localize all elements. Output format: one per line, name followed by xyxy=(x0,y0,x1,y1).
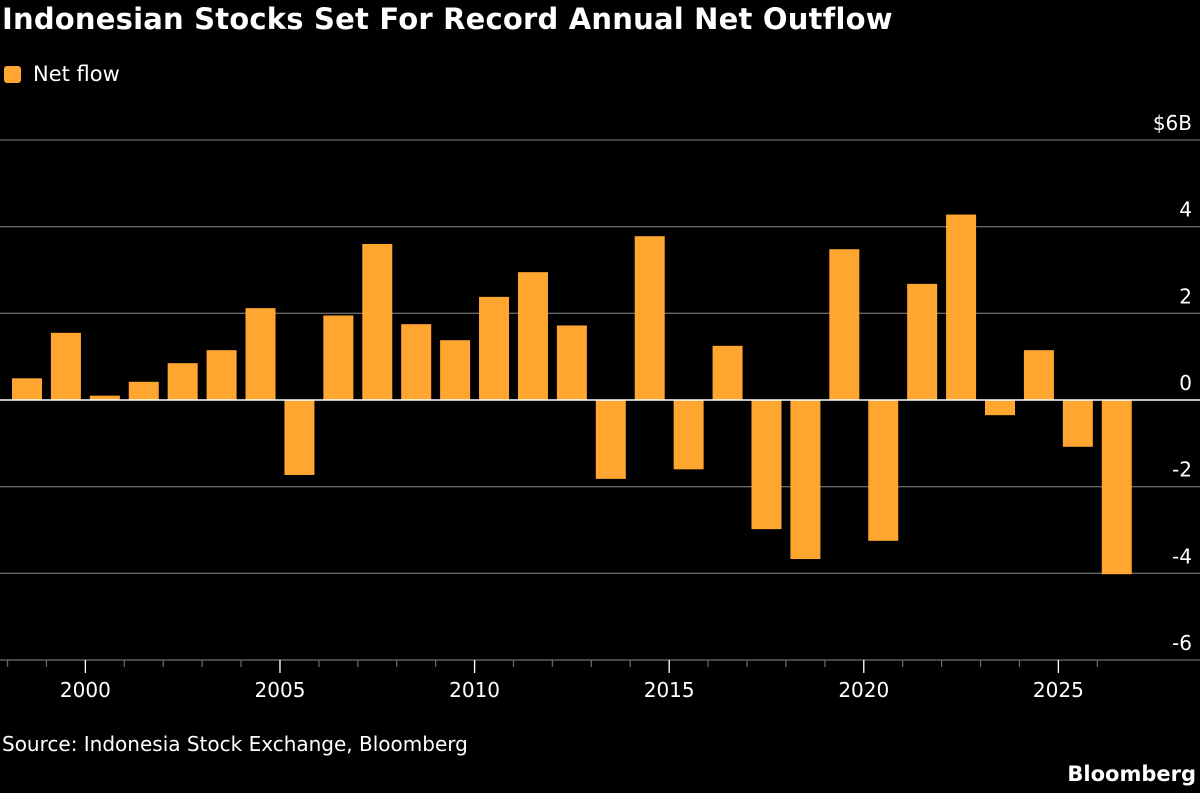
bar-2006 xyxy=(323,315,354,400)
bar-2023 xyxy=(985,400,1015,416)
bar-2002 xyxy=(167,363,198,400)
x-tick-label: 2020 xyxy=(838,678,889,702)
bar-2012 xyxy=(556,325,587,400)
bar-2018 xyxy=(790,400,821,560)
y-tick-label: 0 xyxy=(1179,371,1192,395)
y-tick-label: -4 xyxy=(1172,544,1192,568)
bar-2016 xyxy=(712,345,743,400)
legend-label-net-flow: Net flow xyxy=(33,62,120,86)
bar-2003 xyxy=(206,350,237,400)
x-tick-label: 2010 xyxy=(449,678,500,702)
bar-2011 xyxy=(517,272,548,400)
bar-chart: $6B 4 2 0 -2 -4 -6 2000 2005 2010 2015 2020 2025 xyxy=(0,111,1200,702)
bar-2015 xyxy=(673,400,704,470)
y-tick-label: $6B xyxy=(1153,111,1192,135)
bar-2005 xyxy=(284,400,315,475)
y-tick-label: -2 xyxy=(1172,458,1192,482)
source-note: Source: Indonesia Stock Exchange, Bloomb… xyxy=(2,732,468,756)
bar-2025 xyxy=(1062,400,1093,447)
bar-2020 xyxy=(868,400,899,541)
bar-2019 xyxy=(829,249,860,400)
bar-2008 xyxy=(401,324,432,400)
bar-2026 xyxy=(1101,400,1132,575)
bar-2000 xyxy=(89,395,120,400)
y-tick-label: 2 xyxy=(1179,284,1192,308)
bar-1998 xyxy=(12,378,42,400)
x-axis: 2000 2005 2010 2015 2020 2025 xyxy=(0,659,1162,702)
bar-2024 xyxy=(1023,350,1054,400)
bar-2021 xyxy=(907,283,938,400)
bar-2017 xyxy=(751,400,782,530)
bar-2022 xyxy=(946,214,977,400)
bar-2009 xyxy=(440,340,471,400)
y-tick-label: -6 xyxy=(1172,631,1192,655)
bar-2014 xyxy=(634,236,665,400)
x-tick-label: 2005 xyxy=(255,678,306,702)
bar-2013 xyxy=(595,400,626,479)
bar-1999 xyxy=(50,332,81,400)
y-axis-tick-labels: $6B 4 2 0 -2 -4 -6 xyxy=(1153,111,1192,655)
legend: Net flow xyxy=(4,62,120,86)
bar-2001 xyxy=(128,381,159,400)
bloomberg-logo: Bloomberg xyxy=(1067,762,1196,786)
chart-title: Indonesian Stocks Set For Record Annual … xyxy=(2,2,893,36)
bar-2007 xyxy=(362,244,393,400)
x-tick-label: 2025 xyxy=(1033,678,1084,702)
bars xyxy=(12,214,1132,575)
legend-swatch-net-flow xyxy=(4,65,21,83)
y-tick-label: 4 xyxy=(1179,198,1192,222)
bar-2004 xyxy=(245,308,276,400)
bar-2010 xyxy=(479,296,510,400)
x-tick-label: 2000 xyxy=(60,678,111,702)
x-tick-label: 2015 xyxy=(644,678,695,702)
